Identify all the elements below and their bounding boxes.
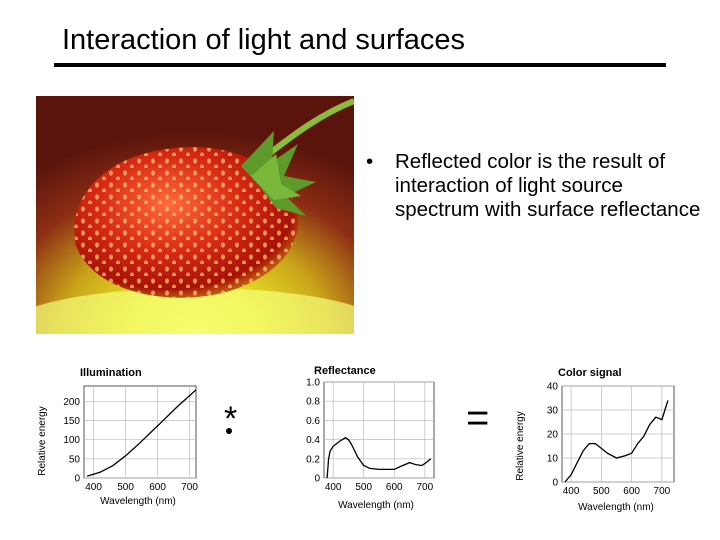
x-tick-label: 400 <box>85 482 102 493</box>
y-tick-label: 0 <box>314 474 320 485</box>
x-tick-label: 600 <box>386 482 403 493</box>
chart-title: Reflectance <box>314 365 376 377</box>
plot-area: 400 500 600 700 0 0.2 0.4 0.6 0.8 1.0 <box>306 378 435 493</box>
chart-title: Color signal <box>558 367 622 379</box>
x-tick-label: 700 <box>654 486 671 497</box>
x-tick-label: 600 <box>149 482 166 493</box>
equals-operator: = <box>466 396 490 440</box>
y-tick-label: 0.4 <box>306 435 320 446</box>
y-tick-label: 150 <box>63 416 80 427</box>
x-tick-label: 400 <box>325 482 342 493</box>
y-tick-label: 0.2 <box>306 454 320 465</box>
series-line <box>87 389 197 477</box>
y-tick-label: 100 <box>63 435 80 446</box>
y-tick-label: 10 <box>547 454 559 465</box>
x-tick-label: 500 <box>355 482 372 493</box>
color-signal-chart: Color signal Wavelength (nm) Relative en… <box>515 367 675 513</box>
x-tick-label: 500 <box>117 482 134 493</box>
bullet-marker: • <box>366 150 374 173</box>
x-tick-label: 500 <box>593 486 610 497</box>
y-tick-label: 20 <box>547 430 559 441</box>
bullet-list: • Reflected color is the result of inter… <box>366 150 706 222</box>
x-tick-label: 600 <box>623 486 640 497</box>
chart-title: Illumination <box>80 367 142 379</box>
series-line <box>326 436 432 479</box>
y-tick-label: 50 <box>69 454 81 465</box>
y-tick-label: 40 <box>547 382 559 393</box>
y-tick-label: 1.0 <box>306 378 320 389</box>
multiply-dot <box>226 428 232 434</box>
x-tick-label: 700 <box>416 482 433 493</box>
y-tick-label: 30 <box>547 406 559 417</box>
illumination-chart: Illumination Wavelength (nm) Relative en… <box>37 367 198 507</box>
bullet-text: Reflected color is the result of interac… <box>395 150 701 221</box>
title-underline <box>54 63 666 67</box>
reflectance-chart: Reflectance Wavelength (nm) 400 500 600 700… <box>306 365 435 511</box>
x-axis-label: Wavelength (nm) <box>338 500 414 511</box>
series-line <box>564 400 669 483</box>
plot-area: 400 500 600 700 0 10 20 30 40 <box>547 382 675 497</box>
strawberry-photo <box>36 96 354 334</box>
y-axis-label: Relative energy <box>37 406 48 475</box>
y-axis-label: Relative energy <box>515 411 526 480</box>
y-tick-label: 0 <box>552 478 558 489</box>
multiply-operator: * <box>224 400 238 438</box>
y-tick-label: 200 <box>63 397 80 408</box>
bullet-item: • Reflected color is the result of inter… <box>366 150 706 222</box>
x-tick-label: 400 <box>563 486 580 497</box>
y-tick-label: 0.8 <box>306 397 320 408</box>
y-tick-label: 0.6 <box>306 416 320 427</box>
x-axis-label: Wavelength (nm) <box>578 502 654 513</box>
plot-frame <box>83 385 197 479</box>
slide-title: Interaction of light and surfaces <box>62 24 466 56</box>
plot-area: 400 500 600 700 0 50 100 150 200 <box>63 385 198 493</box>
y-tick-label: 0 <box>74 474 80 485</box>
plot-frame <box>323 381 435 479</box>
x-axis-label: Wavelength (nm) <box>100 496 176 507</box>
x-tick-label: 700 <box>181 482 198 493</box>
